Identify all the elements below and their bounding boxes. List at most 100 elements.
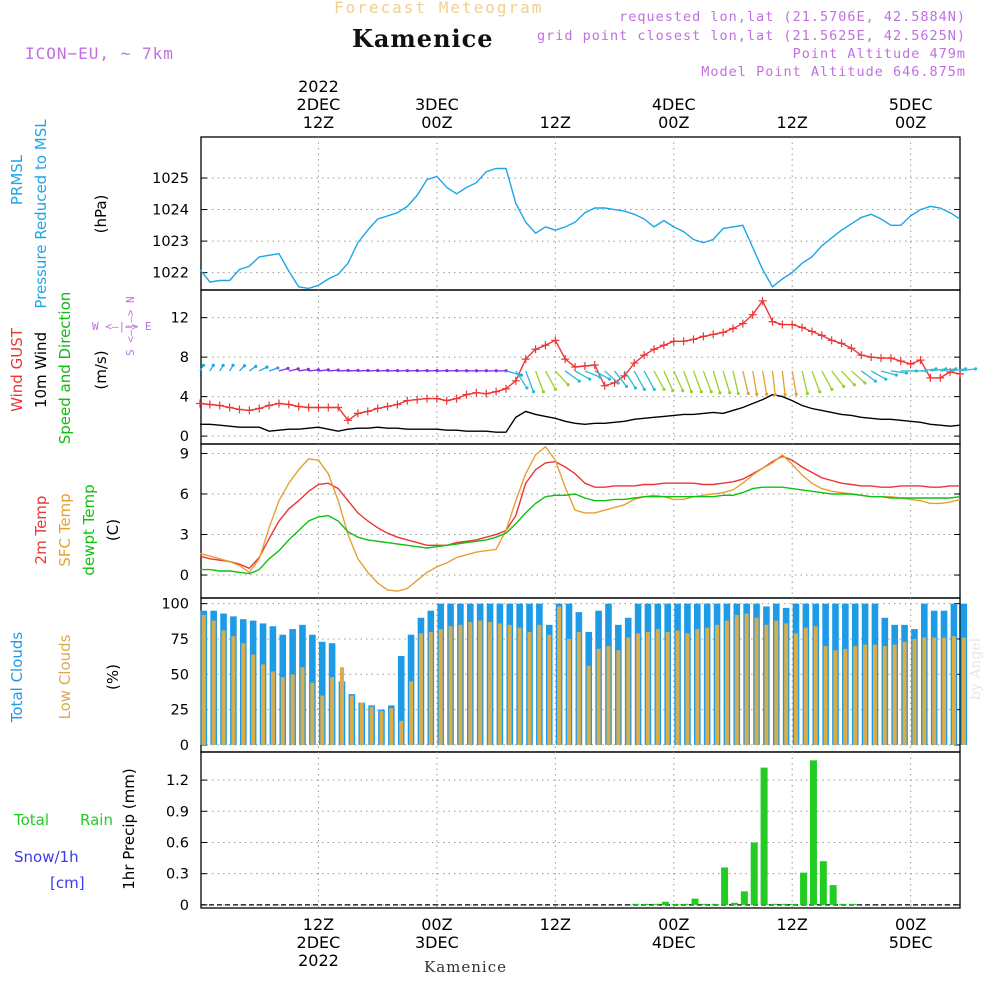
y-tick-label: 12 xyxy=(171,311,189,327)
rain-bar xyxy=(642,903,650,905)
gust-marker xyxy=(719,328,728,337)
low-cloud-bar xyxy=(261,664,266,745)
precip-unit: 1hr Precip (mm) xyxy=(120,768,138,889)
low-cloud-bar xyxy=(951,636,956,745)
y-tick-label: 0 xyxy=(180,429,189,445)
gust-marker xyxy=(600,381,609,390)
gust-marker xyxy=(896,357,905,366)
gust-marker xyxy=(334,403,343,412)
wind-direction-arrow xyxy=(761,370,768,395)
gust-marker xyxy=(689,335,698,344)
compass-rose: S <–|–> NW <–|–> E xyxy=(92,296,152,356)
wind-arrow-head xyxy=(830,387,834,391)
rain-bar xyxy=(770,903,778,905)
panel-wind: 0 4 8 12 xyxy=(171,289,978,445)
gust-marker xyxy=(314,403,323,412)
gust-marker xyxy=(807,327,816,336)
gust-marker xyxy=(423,394,432,403)
low-cloud-bar xyxy=(596,648,601,745)
low-cloud-bar xyxy=(280,677,285,745)
wind-arrow-head xyxy=(306,367,310,371)
wind-arrow-head xyxy=(662,387,666,391)
wind-direction-arrow xyxy=(348,369,359,372)
wind-direction-arrow xyxy=(890,370,907,374)
low-cloud-bar xyxy=(458,624,463,745)
wind-direction-arrow xyxy=(732,370,739,394)
wind-direction-arrow xyxy=(811,370,821,392)
y-tick-label: 1024 xyxy=(152,203,189,219)
series-prmsl-pressure-reduced-to-msl xyxy=(199,167,961,290)
low-cloud-bar xyxy=(774,620,779,745)
wind-direction-arrow xyxy=(959,368,976,372)
low-cloud-bar xyxy=(902,641,907,745)
low-cloud-bar xyxy=(695,629,700,745)
wind-arrow-head xyxy=(221,363,225,367)
rain-bar xyxy=(740,891,748,905)
gust-marker xyxy=(778,320,787,329)
low-cloud-bar xyxy=(349,695,354,745)
y-tick-label: 25 xyxy=(171,703,189,719)
bottom-time-label: 4DEC xyxy=(652,933,696,952)
low-cloud-bar xyxy=(892,644,897,745)
wind-arrow-head xyxy=(873,379,878,383)
low-cloud-bar xyxy=(932,637,937,745)
snow-label: Snow/1h xyxy=(14,848,79,866)
wind-direction-arrow xyxy=(841,370,855,386)
wind-arrow-head xyxy=(773,392,777,397)
wind-direction-arrow xyxy=(288,368,299,372)
clouds-unit: (%) xyxy=(104,664,122,690)
top-time-label: 00Z xyxy=(658,113,689,132)
wind-direction-arrow xyxy=(702,370,712,392)
top-time-label: 12Z xyxy=(777,113,808,132)
gust-marker xyxy=(916,356,925,365)
wind-arrow-head xyxy=(616,381,620,385)
low-cloud-bar xyxy=(507,624,512,745)
panel-clouds: 0 25 50 75 100 xyxy=(161,597,968,754)
gust-marker xyxy=(373,404,382,413)
bottom-time-label: 12Z xyxy=(303,915,334,934)
low-cloud-bar xyxy=(497,623,502,745)
wind-arrow-head xyxy=(709,390,713,394)
rain-bar xyxy=(760,767,768,905)
wind-direction-arrow xyxy=(544,370,557,390)
wind-direction-arrow xyxy=(781,370,786,395)
wind-direction-arrow xyxy=(318,369,329,372)
wind-direction-arrow xyxy=(308,369,319,372)
gust-marker xyxy=(936,373,945,382)
total-rain-label-1: Total xyxy=(13,811,49,829)
rain-bar xyxy=(780,903,788,905)
gust-marker xyxy=(442,396,451,405)
series-10m-wind xyxy=(200,393,961,433)
bottom-time-label: 3DEC xyxy=(415,933,459,952)
total-cloud-bar xyxy=(318,641,326,745)
low-cloud-bar xyxy=(241,643,246,745)
wind-direction-arrow xyxy=(850,370,866,384)
low-cloud-bar xyxy=(339,667,344,745)
wind-arrow-head xyxy=(699,390,703,394)
rain-bar xyxy=(839,903,847,905)
wind-arrow-head xyxy=(746,391,750,396)
gust-marker xyxy=(344,416,353,425)
wind-direction-arrow xyxy=(950,368,966,372)
wind-arrow-head xyxy=(286,366,290,371)
wind-arrow-head xyxy=(276,366,280,370)
rain-bar xyxy=(632,903,640,905)
gust-marker xyxy=(847,344,856,353)
wind-direction-arrow xyxy=(831,370,845,387)
y-tick-label: 4 xyxy=(180,390,189,406)
rain-bar xyxy=(681,903,689,905)
top-time-label: 00Z xyxy=(895,113,926,132)
gust-marker xyxy=(827,336,836,345)
top-time-label: 12Z xyxy=(540,113,571,132)
low-cloud-bar xyxy=(794,633,798,745)
wind-direction-arrow xyxy=(940,368,956,372)
bottom-time-label: 2DEC xyxy=(297,933,341,952)
wind-direction-arrow xyxy=(623,370,636,389)
y-tick-label: 0.3 xyxy=(166,867,189,883)
y-tick-label: 100 xyxy=(161,597,189,613)
wind-arrow-head xyxy=(689,390,694,394)
low-cloud-bar xyxy=(843,648,848,745)
gust-marker xyxy=(413,395,422,404)
low-cloud-bar xyxy=(300,667,305,745)
